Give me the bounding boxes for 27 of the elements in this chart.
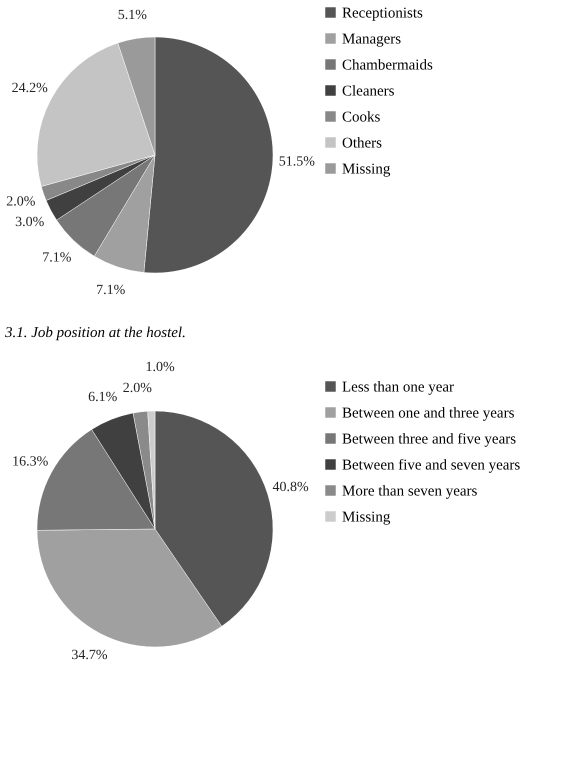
data-label: 7.1% (96, 282, 126, 298)
legend-label: Chambermaids (342, 58, 433, 74)
data-label: 3.0% (15, 214, 45, 230)
legend-label: Others (342, 136, 382, 152)
data-label: 2.0% (6, 194, 36, 210)
legend-label: Less than one year (342, 380, 454, 396)
data-label: 1.0% (145, 360, 175, 376)
legend-label: Receptionists (342, 6, 423, 22)
data-label: 5.1% (118, 8, 148, 23)
legend-label: Missing (342, 510, 391, 526)
legend-label: Cleaners (342, 84, 395, 100)
data-label: 2.0% (122, 381, 152, 396)
data-label: 34.7% (71, 648, 108, 663)
legend-label: Cooks (342, 110, 381, 126)
text: 3.1. Job position at the hostel. (4, 325, 186, 341)
data-label: 6.1% (88, 390, 118, 405)
data-label: 24.2% (12, 81, 48, 96)
legend-label: Managers (342, 32, 402, 48)
legend-label: Missing (342, 162, 391, 178)
legend-label: Between one and three years (342, 406, 515, 422)
data-label: 7.1% (42, 250, 72, 266)
legend-label: Between three and five years (342, 432, 516, 448)
legend-label: More than seven years (342, 484, 478, 500)
data-label: 40.8% (272, 480, 310, 495)
data-label: 16.3% (12, 454, 49, 470)
data-label: 51.5% (278, 154, 316, 170)
legend-label: Between five and seven years (342, 458, 520, 474)
